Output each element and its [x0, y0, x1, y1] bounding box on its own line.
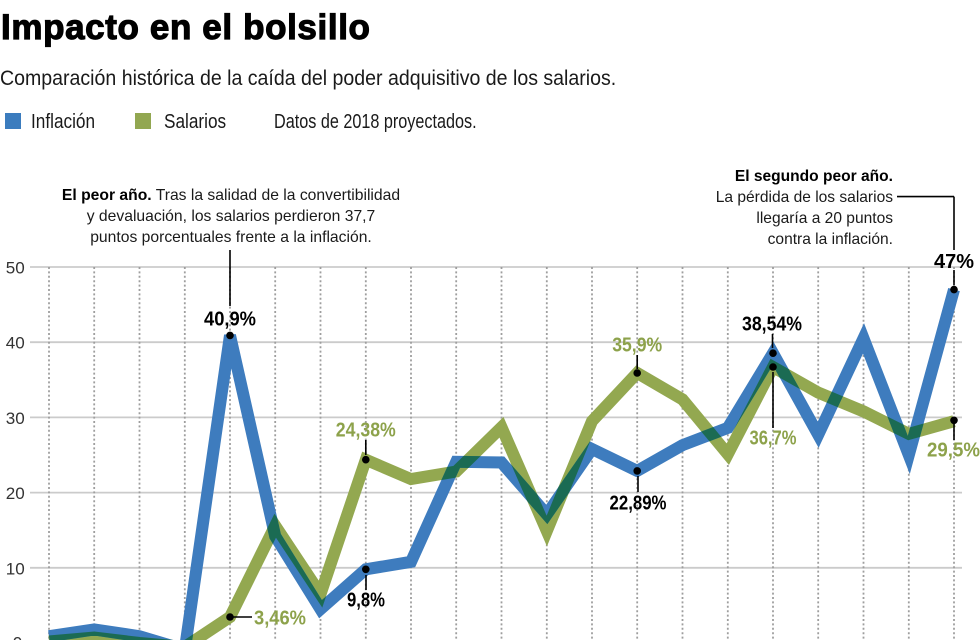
svg-text:50: 50: [6, 259, 25, 278]
svg-text:36,7%: 36,7%: [750, 428, 797, 450]
svg-text:0: 0: [13, 634, 22, 640]
svg-text:35,9%: 35,9%: [612, 335, 662, 357]
svg-text:9,8%: 9,8%: [347, 590, 385, 612]
svg-text:30: 30: [6, 409, 25, 428]
svg-text:40,9%: 40,9%: [204, 309, 256, 331]
svg-text:24,38%: 24,38%: [336, 420, 396, 442]
svg-text:40: 40: [6, 334, 25, 353]
svg-text:38,54%: 38,54%: [742, 314, 802, 336]
svg-text:22,89%: 22,89%: [610, 493, 667, 515]
svg-text:20: 20: [6, 484, 25, 503]
svg-text:3,46%: 3,46%: [254, 608, 306, 630]
svg-text:47%: 47%: [934, 251, 974, 273]
svg-text:29,5%: 29,5%: [927, 440, 980, 462]
svg-text:10: 10: [6, 559, 25, 578]
